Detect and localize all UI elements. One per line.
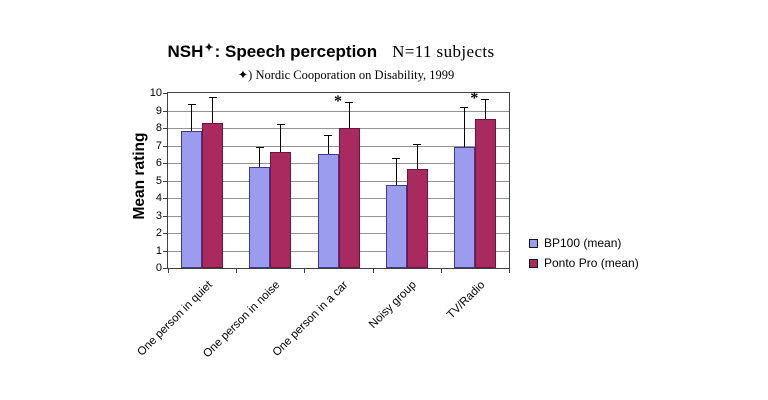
title-product: NSH (167, 42, 204, 61)
gridline (168, 110, 509, 112)
y-tick-label: 4 (155, 192, 162, 204)
x-category-label: One person in a car (271, 279, 351, 359)
x-axis-tick (440, 269, 442, 273)
bar-bp100-mean- (249, 167, 271, 268)
bar-ponto-pro-mean- (270, 151, 292, 268)
bar-ponto-pro-mean- (406, 169, 428, 268)
chart-footnote: ✦) Nordic Cooporation on Disability, 199… (237, 68, 455, 82)
x-category-label: TV/Radio (445, 279, 488, 322)
chart-title: NSH✦: Speech perception N=11 subjects (0, 41, 662, 62)
title-subjects: N=11 subjects (392, 42, 495, 61)
error-bar (212, 97, 214, 123)
y-tick-label: 5 (155, 174, 162, 187)
y-axis-tick (163, 128, 167, 129)
significance-marker: * (470, 90, 479, 108)
y-tick-label: 2 (155, 227, 162, 239)
y-axis-tick (163, 163, 167, 164)
y-axis-tick (163, 110, 167, 112)
bar-ponto-pro-mean- (202, 122, 224, 268)
error-bar (395, 157, 397, 185)
title-main: : Speech perception (214, 42, 378, 61)
error-bar-cap (276, 123, 285, 125)
error-bar-cap (255, 147, 264, 149)
error-bar-cap (413, 143, 422, 145)
error-bar (416, 143, 418, 170)
footnote-star-icon: ✦ (204, 42, 214, 54)
y-axis-tick (163, 233, 167, 234)
y-tick-label: 0 (155, 262, 162, 274)
significance-marker: * (334, 92, 342, 110)
error-bar-cap (460, 107, 469, 108)
y-axis-tick (163, 93, 167, 94)
y-tick-label: 3 (155, 209, 162, 222)
y-axis-tick (163, 250, 167, 252)
legend-item: Ponto Pro (mean) (529, 256, 639, 270)
legend-label: BP100 (mean) (544, 236, 622, 250)
x-axis-tick (509, 269, 510, 273)
y-tick-label: 10 (149, 87, 162, 99)
error-bar (327, 135, 329, 155)
y-axis-tick (163, 268, 167, 269)
y-axis-tick (163, 215, 167, 217)
y-tick-label: 1 (155, 244, 162, 257)
bar-bp100-mean- (453, 147, 475, 268)
x-axis-tick (304, 269, 306, 273)
legend: BP100 (mean) Ponto Pro (mean) (529, 236, 639, 276)
error-bar (191, 104, 193, 131)
y-tick-label: 9 (155, 104, 162, 117)
legend-swatch-icon (529, 258, 538, 268)
x-category-label: One person in quiet (135, 279, 215, 359)
x-axis-tick (168, 269, 169, 273)
y-tick-label: 7 (155, 139, 162, 152)
x-category-label: Noisy group (367, 279, 420, 331)
error-bar-cap (345, 101, 353, 103)
y-axis-tick (163, 180, 167, 182)
bar-ponto-pro-mean- (474, 119, 496, 268)
error-bar (463, 107, 465, 148)
x-category-label: One person in noise (201, 279, 283, 361)
bar-bp100-mean- (181, 130, 203, 268)
legend-swatch-icon (529, 238, 538, 248)
error-bar-cap (392, 157, 401, 159)
legend-item: BP100 (mean) (529, 236, 639, 250)
y-tick-label: 6 (155, 157, 162, 169)
legend-label: Ponto Pro (mean) (544, 256, 639, 270)
y-axis-tick (163, 145, 167, 147)
error-bar-cap (324, 135, 332, 136)
x-axis-tick (372, 269, 374, 273)
error-bar-cap (481, 99, 490, 101)
error-bar (348, 101, 350, 128)
y-axis-tick (163, 198, 167, 199)
error-bar (259, 147, 261, 168)
x-axis-tick (236, 269, 238, 273)
error-bar (280, 123, 282, 152)
error-bar-cap (187, 104, 196, 106)
bar-bp100-mean- (317, 154, 339, 268)
error-bar (484, 99, 486, 120)
error-bar-cap (208, 97, 217, 99)
y-tick-label: 8 (155, 122, 162, 134)
bar-bp100-mean- (385, 184, 407, 268)
bar-ponto-pro-mean- (338, 128, 360, 268)
